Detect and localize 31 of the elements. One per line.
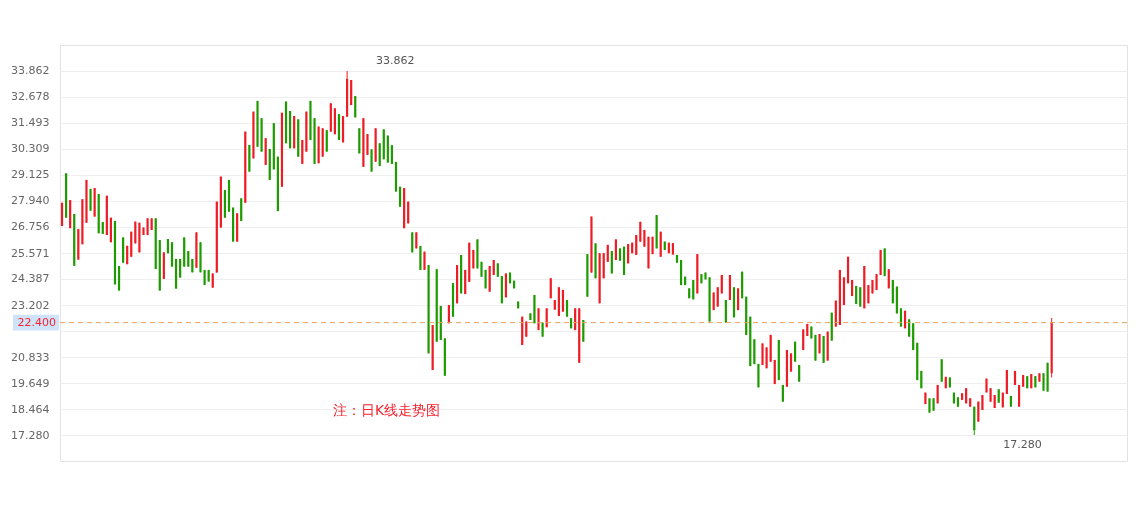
- y-tick-label: 32.678: [11, 90, 50, 104]
- candlestick: [370, 148, 373, 173]
- annotation: 33.862: [376, 53, 415, 67]
- annotation: 17.280: [1003, 438, 1042, 452]
- candlestick: [419, 245, 422, 271]
- y-tick-label: 19.649: [11, 376, 50, 390]
- candlestick: [325, 129, 328, 153]
- candlestick: [1005, 369, 1008, 395]
- y-tick-label: 23.202: [11, 298, 50, 312]
- y-tick-label: 26.756: [11, 220, 50, 234]
- ref-line-label: 22.400: [17, 315, 56, 329]
- candlestick: [240, 197, 243, 222]
- y-tick-label: 17.280: [11, 428, 50, 442]
- candlestick: [859, 286, 862, 308]
- candlestick: [789, 352, 793, 373]
- candlestick: [761, 342, 764, 366]
- y-tick-label: 31.493: [11, 116, 50, 130]
- y-tick-label: 30.309: [11, 142, 50, 156]
- candlestick: [899, 307, 903, 328]
- y-tick-label: 29.125: [11, 168, 50, 182]
- y-tick-label: 24.387: [11, 272, 50, 286]
- y-tick-label: 27.940: [11, 194, 50, 208]
- candlestick: [716, 286, 719, 308]
- candlestick: [940, 358, 943, 383]
- y-tick-label: 33.862: [11, 64, 50, 78]
- annotation: 注：日K线走势图: [333, 402, 441, 418]
- y-tick-label: 20.833: [11, 350, 50, 364]
- y-tick-label: 25.571: [11, 246, 50, 260]
- candlestick: [724, 299, 727, 324]
- y-tick-label: 18.464: [11, 402, 50, 416]
- candlestick: [390, 144, 394, 165]
